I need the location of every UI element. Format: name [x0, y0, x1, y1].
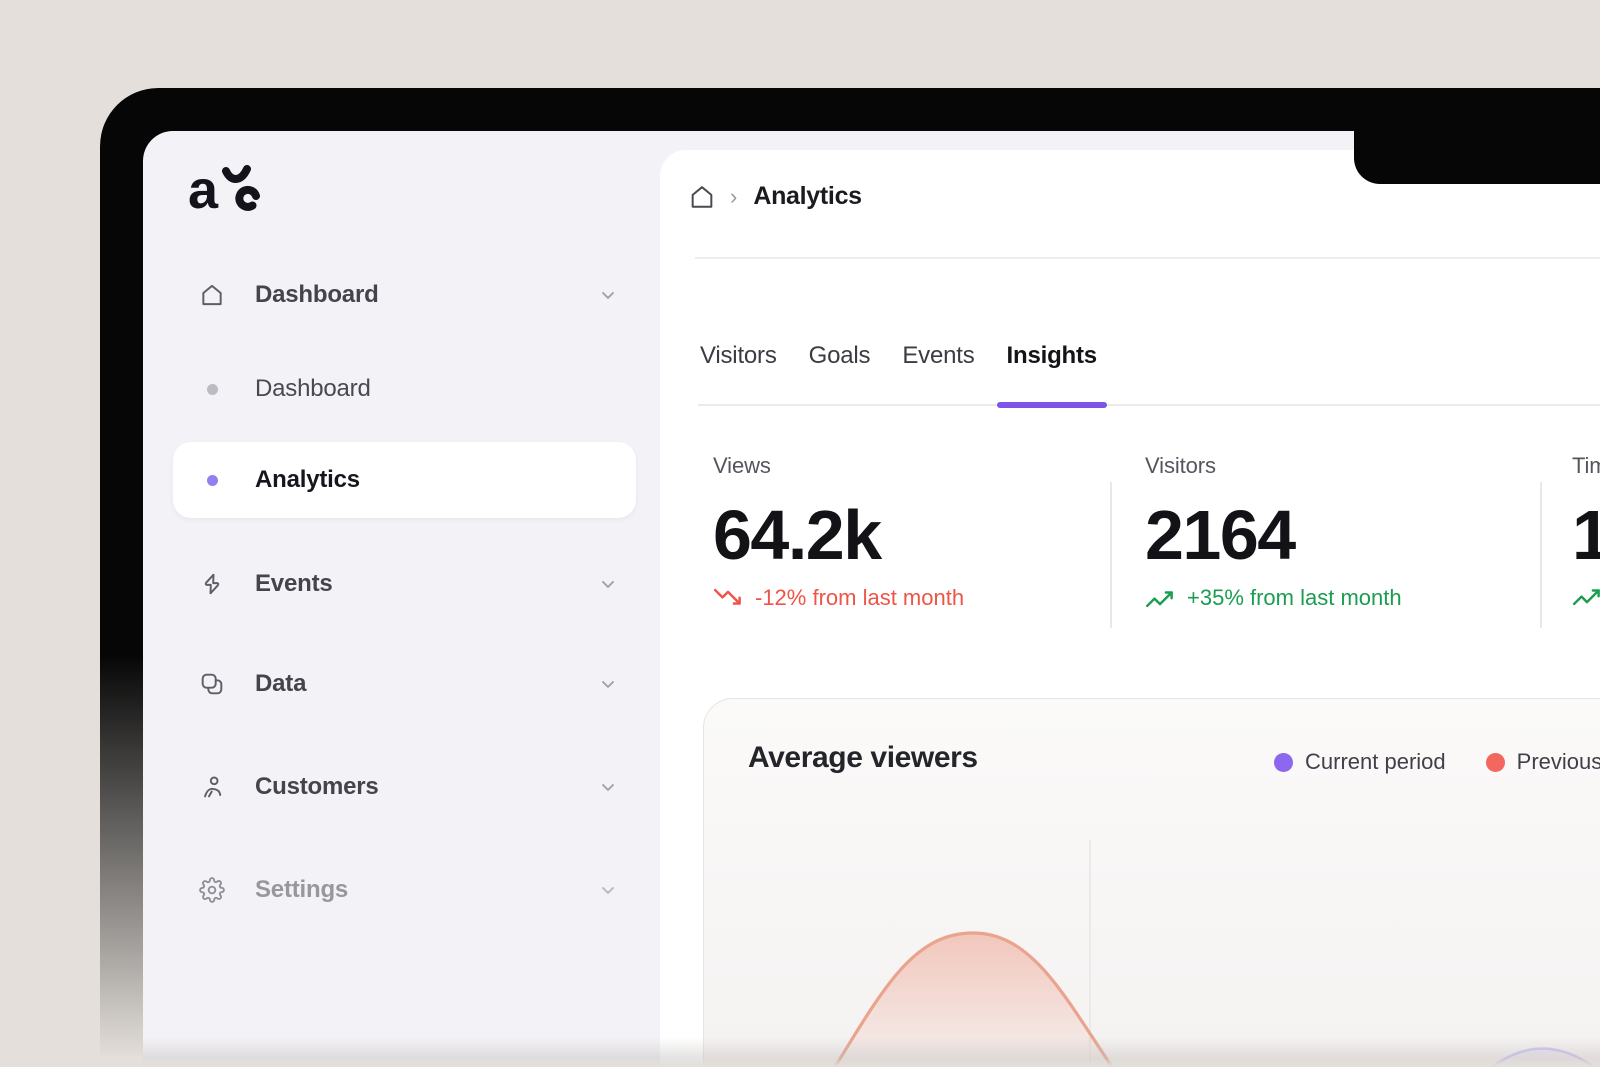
- sidebar-item-dashboard[interactable]: Dashboard: [173, 259, 636, 331]
- stat-label: Visitors: [1145, 453, 1216, 478]
- app-screen: a Dashboard Dashboard Analytics: [143, 131, 1600, 1067]
- sidebar-item-label: Customers: [255, 773, 379, 800]
- sidebar-item-dashboard-sub[interactable]: Dashboard: [173, 353, 636, 425]
- tab-insights[interactable]: Insights: [996, 330, 1107, 408]
- sidebar-item-label: Dashboard: [255, 375, 371, 402]
- trend-up-icon: [1572, 589, 1600, 606]
- home-icon: [199, 282, 225, 308]
- stat-views: Views 64.2k -12% from last month: [713, 453, 1113, 611]
- sidebar-item-data[interactable]: Data: [173, 648, 636, 720]
- sidebar-item-label: Analytics: [255, 466, 360, 493]
- tab-events[interactable]: Events: [902, 342, 975, 369]
- sidebar-item-events[interactable]: Events: [173, 548, 636, 620]
- chevron-down-icon[interactable]: [598, 285, 618, 305]
- legend-current-period[interactable]: Current period: [1274, 749, 1446, 775]
- chevron-down-icon[interactable]: [598, 574, 618, 594]
- active-tab-underline: [996, 402, 1107, 408]
- logo-mark-icon: [222, 165, 261, 211]
- legend-dot-red: [1485, 752, 1505, 772]
- user-icon: [199, 774, 225, 800]
- sidebar-item-customers[interactable]: Customers: [173, 751, 636, 823]
- breadcrumb-current: Analytics: [753, 182, 862, 210]
- stat-change: [1572, 585, 1600, 607]
- bullet-icon: [199, 467, 225, 493]
- stat-label: Views: [713, 453, 771, 478]
- sidebar: a Dashboard Dashboard Analytics: [143, 131, 660, 1067]
- stat-divider: [1540, 482, 1542, 628]
- trend-down-icon: [713, 588, 741, 605]
- tab-goals[interactable]: Goals: [808, 342, 871, 369]
- stat-time: Time 1: [1572, 453, 1600, 607]
- chart-legend: Current period Previous period: [1274, 749, 1600, 775]
- stat-label: Time: [1572, 453, 1600, 478]
- sidebar-item-analytics[interactable]: Analytics: [173, 442, 636, 518]
- home-icon[interactable]: [688, 183, 716, 211]
- stat-value: 1: [1572, 496, 1600, 574]
- stat-divider: [1110, 482, 1112, 628]
- tab-visitors[interactable]: Visitors: [700, 342, 777, 369]
- stat-value: 64.2k: [713, 496, 882, 574]
- tab-bar: Visitors Goals Events Insights: [698, 330, 1600, 408]
- zap-icon: [199, 571, 225, 597]
- legend-previous-period[interactable]: Previous period: [1485, 749, 1600, 775]
- sidebar-item-settings[interactable]: Settings: [173, 854, 636, 926]
- average-viewers-card: Average viewers Current period Previous …: [703, 698, 1600, 1067]
- logo-letter: a: [188, 160, 218, 220]
- header-divider: [695, 257, 1600, 259]
- chevron-down-icon[interactable]: [598, 777, 618, 797]
- stat-change: +35% from last month: [1145, 585, 1545, 611]
- sidebar-item-label: Events: [255, 570, 333, 597]
- copy-icon: [199, 671, 225, 697]
- stat-change: -12% from last month: [713, 585, 1113, 611]
- bullet-icon: [199, 376, 225, 402]
- chevron-down-icon[interactable]: [598, 880, 618, 900]
- chevron-down-icon[interactable]: [598, 674, 618, 694]
- app-logo: a: [188, 163, 262, 217]
- legend-dot-purple: [1274, 752, 1293, 772]
- stat-value: 2164: [1145, 496, 1296, 574]
- stat-visitors: Visitors 2164 +35% from last month: [1145, 453, 1545, 611]
- card-title: Average viewers: [748, 741, 978, 774]
- device-frame-step: [1354, 88, 1600, 184]
- trend-up-icon: [1145, 591, 1173, 608]
- sidebar-item-label: Dashboard: [255, 281, 379, 308]
- sidebar-item-label: Data: [255, 670, 307, 697]
- main-panel: › Analytics Visitors Goals Events Insigh…: [660, 150, 1600, 1067]
- gear-icon: [199, 877, 225, 903]
- breadcrumb-separator: ›: [730, 183, 738, 209]
- sidebar-item-label: Settings: [255, 876, 349, 903]
- breadcrumb: › Analytics: [688, 182, 862, 211]
